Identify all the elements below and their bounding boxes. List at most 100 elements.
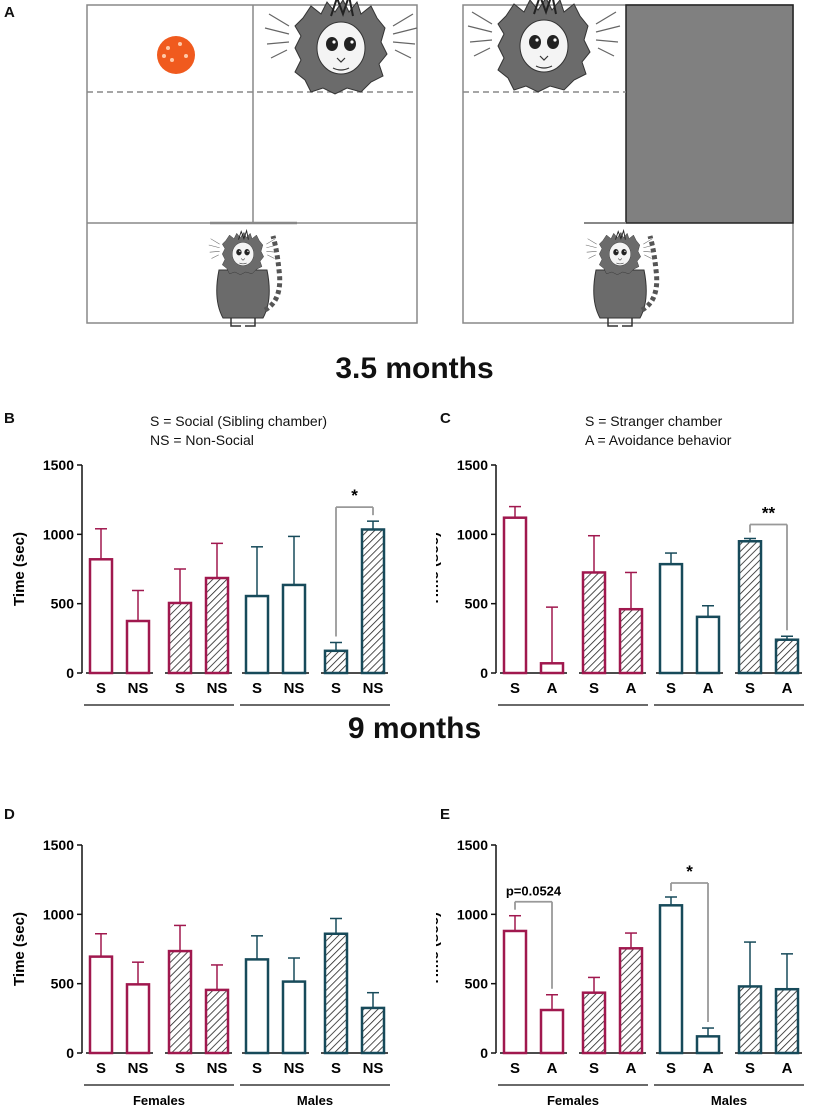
x-tick-label: S	[252, 1060, 262, 1077]
bar	[695, 1035, 721, 1055]
bar	[581, 571, 607, 675]
bar	[658, 904, 684, 1055]
x-tick-label: A	[626, 1060, 637, 1077]
x-tick-label: NS	[284, 680, 305, 697]
x-tick-label: NS	[207, 1060, 228, 1077]
y-axis-label: Time (sec)	[11, 912, 28, 986]
x-tick-label: NS	[128, 1060, 149, 1077]
legend-b-line-2: NS = Non-Social	[150, 432, 254, 448]
x-tick-label: S	[510, 1060, 520, 1077]
panel-letter-d: D	[4, 806, 15, 823]
y-tick-label: 500	[51, 596, 75, 612]
group-label: Females	[133, 1093, 185, 1108]
x-tick-label: S	[96, 680, 106, 697]
legend-c: S = Stranger chamber A = Avoidance behav…	[585, 412, 731, 450]
bar	[774, 987, 800, 1055]
chart-d: 0 500 1000 1500 Time (sec) S NS S NS S NS S NS Female…	[11, 837, 390, 1108]
bar	[281, 583, 307, 675]
y-tick-label: 1000	[43, 906, 74, 922]
x-tick-label: A	[547, 1060, 558, 1077]
x-tick-label: NS	[363, 680, 384, 697]
x-tick-label: A	[547, 680, 558, 697]
y-axis-label: Time (sec)	[436, 912, 442, 986]
group-label: Males	[297, 1093, 333, 1108]
bar	[737, 540, 763, 675]
y-tick-label: 1500	[457, 457, 488, 473]
blocked-chamber	[625, 4, 794, 224]
y-tick-label: 1000	[457, 526, 488, 542]
y-tick-label: 1000	[43, 526, 74, 542]
bar	[618, 607, 644, 675]
x-tick-label: S	[745, 680, 755, 697]
x-tick-label: A	[626, 680, 637, 697]
bar	[502, 929, 528, 1055]
bar	[539, 662, 565, 675]
x-tick-label: NS	[363, 1060, 384, 1077]
x-tick-label: S	[96, 1060, 106, 1077]
x-tick-label: S	[745, 1060, 755, 1077]
x-tick-label: S	[331, 1060, 341, 1077]
y-tick-label: 1500	[457, 837, 488, 853]
y-tick-label: 500	[51, 976, 75, 992]
bar	[618, 947, 644, 1055]
significance-label: *	[351, 486, 358, 505]
right-apparatus	[462, 0, 794, 326]
bar	[323, 649, 349, 675]
section-title-3-5-months: 3.5 months	[335, 352, 494, 385]
bar	[125, 983, 151, 1055]
group-label: Females	[547, 713, 599, 715]
x-tick-label: S	[666, 1060, 676, 1077]
y-tick-label: 1000	[457, 906, 488, 922]
x-tick-label: S	[252, 680, 262, 697]
bar	[204, 576, 230, 675]
bar	[281, 980, 307, 1055]
legend-c-line-2: A = Avoidance behavior	[585, 432, 732, 448]
group-label: Males	[711, 713, 747, 715]
group-label: Males	[297, 713, 333, 715]
bar	[502, 516, 528, 675]
y-tick-label: 0	[66, 665, 74, 681]
x-tick-label: A	[782, 1060, 793, 1077]
ball-icon	[157, 36, 195, 74]
bar	[88, 558, 114, 675]
marmoset-stranger-icon	[467, 0, 621, 93]
bar	[658, 562, 684, 675]
panel-letter-c: C	[440, 410, 451, 427]
bar	[360, 1006, 386, 1055]
x-tick-label: A	[703, 1060, 714, 1077]
group-label: Females	[547, 1093, 599, 1108]
left-apparatus	[86, 0, 418, 326]
bar	[323, 932, 349, 1055]
y-tick-label: 1500	[43, 837, 74, 853]
bar	[204, 988, 230, 1055]
group-label: Females	[133, 713, 185, 715]
x-tick-label: S	[589, 680, 599, 697]
x-tick-label: S	[510, 680, 520, 697]
y-tick-label: 0	[66, 1045, 74, 1061]
x-tick-label: NS	[207, 680, 228, 697]
legend-c-line-1: S = Stranger chamber	[585, 413, 723, 429]
significance-label: *	[686, 862, 693, 881]
y-tick-label: 1500	[43, 457, 74, 473]
y-tick-label: 500	[465, 976, 489, 992]
bar	[737, 985, 763, 1055]
x-tick-label: A	[703, 680, 714, 697]
chart-b: 0 500 1000 1500 Time (sec) S NS S NS S NS S NS Female…	[11, 457, 390, 715]
bar	[244, 594, 270, 675]
x-tick-label: S	[331, 680, 341, 697]
y-tick-label: 0	[480, 1045, 488, 1061]
section-title-9-months: 9 months	[347, 712, 482, 745]
bar	[125, 619, 151, 675]
chart-c: 0 500 1000 1500 Time (sec) S A S A S A S A Females Mal…	[436, 457, 804, 715]
y-tick-label: 0	[480, 665, 488, 681]
bar	[695, 615, 721, 675]
marmoset-sibling-icon	[264, 0, 418, 95]
x-tick-label: S	[589, 1060, 599, 1077]
bar	[539, 1008, 565, 1055]
x-tick-label: S	[175, 680, 185, 697]
panel-letter-a: A	[4, 4, 15, 21]
y-tick-label: 500	[465, 596, 489, 612]
panel-letter-b: B	[4, 410, 15, 427]
y-axis-label: Time (sec)	[436, 532, 442, 606]
apparatus-diagram	[86, 0, 794, 330]
